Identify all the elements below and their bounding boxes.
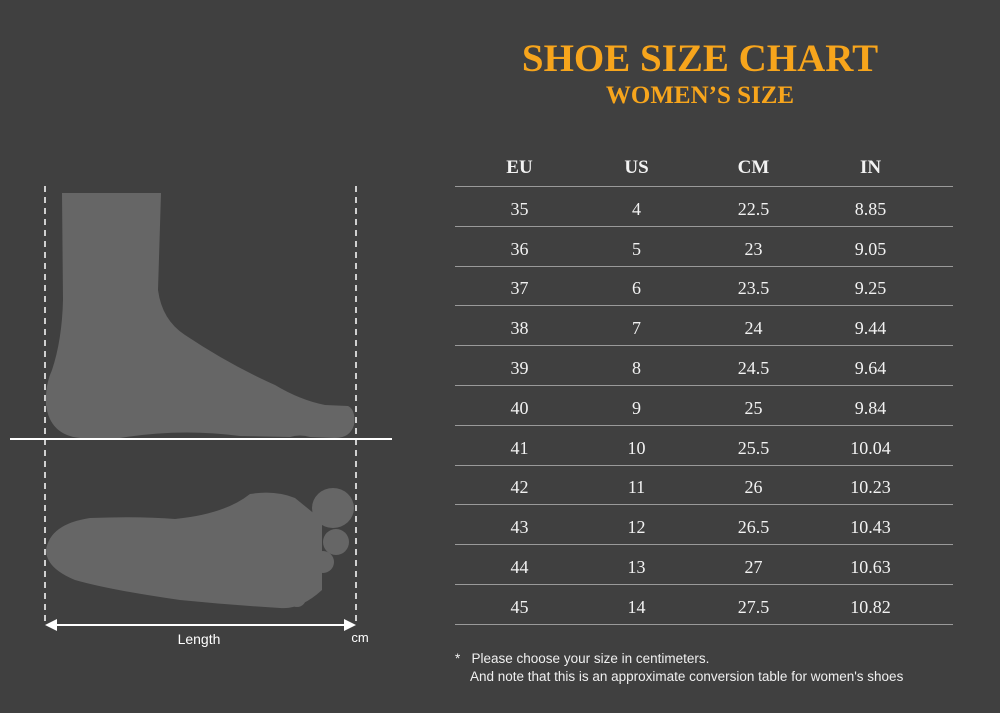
- table-row: 36 5 23 9.05: [455, 227, 953, 267]
- table-cell-eu: 38: [510, 318, 529, 339]
- table-cell-cm: 25.5: [737, 437, 770, 458]
- table-row: 40 9 25 9.84: [455, 386, 953, 426]
- table-cell-cm: 26: [744, 477, 763, 498]
- table-cell-us: 5: [632, 238, 641, 259]
- table-cell-in: 10.63: [850, 557, 891, 578]
- size-table: EU US CM IN 35 4 22.5 8.85 36 5 23 9.05 37 6 23.5 9.25 3…: [455, 148, 953, 625]
- table-cell-eu: 43: [510, 517, 529, 538]
- table-cell-us: 9: [632, 397, 641, 418]
- table-row: 38 7 24 9.44: [455, 306, 953, 347]
- table-cell-in: 9.05: [854, 238, 887, 259]
- footnote-line-1: * Please choose your size in centimeters…: [455, 651, 710, 666]
- table-cell-us: 14: [627, 596, 646, 617]
- table-cell-cm: 23.5: [737, 278, 770, 299]
- table-cell-eu: 37: [510, 278, 529, 299]
- table-cell-us: 8: [632, 358, 641, 379]
- table-row: 39 8 24.5 9.64: [455, 346, 953, 386]
- table-cell-us: 13: [627, 557, 646, 578]
- column-header-cm: CM: [737, 157, 770, 178]
- page-title: SHOE SIZE CHART: [521, 37, 879, 80]
- table-cell-in: 9.84: [854, 397, 887, 418]
- table-cell-us: 4: [632, 198, 641, 219]
- table-cell-cm: 27: [744, 557, 763, 578]
- table-cell-cm: 22.5: [737, 198, 770, 219]
- table-cell-eu: 40: [510, 397, 529, 418]
- table-cell-eu: 42: [510, 477, 529, 498]
- table-row: 43 12 26.5 10.43: [455, 505, 953, 546]
- table-row: 37 6 23.5 9.25: [455, 267, 953, 307]
- table-cell-in: 8.85: [854, 198, 887, 219]
- table-cell-eu: 39: [510, 358, 529, 379]
- table-row: 35 4 22.5 8.85: [455, 187, 953, 227]
- foot-sole-view-icon: [46, 488, 354, 609]
- table-row: 45 14 27.5 10.82: [455, 585, 953, 625]
- table-cell-in: 9.64: [854, 358, 887, 379]
- table-row: 42 11 26 10.23: [455, 466, 953, 506]
- table-cell-eu: 36: [510, 238, 529, 259]
- footnote-line-2: And note that this is an approximate con…: [470, 669, 904, 684]
- table-cell-in: 10.82: [850, 596, 891, 617]
- table-cell-cm: 25: [744, 397, 763, 418]
- table-cell-us: 12: [627, 517, 646, 538]
- table-cell-eu: 35: [510, 198, 529, 219]
- table-cell-eu: 45: [510, 596, 529, 617]
- table-cell-us: 10: [627, 437, 646, 458]
- table-cell-in: 10.23: [850, 477, 891, 498]
- table-cell-eu: 41: [510, 437, 529, 458]
- table-cell-cm: 23: [744, 238, 763, 259]
- unit-label: cm: [351, 630, 368, 645]
- table-cell-us: 11: [627, 477, 646, 498]
- column-header-us: US: [624, 157, 649, 178]
- table-cell-cm: 24: [744, 318, 763, 339]
- table-row: 41 10 25.5 10.04: [455, 426, 953, 466]
- column-header-in: IN: [859, 157, 882, 178]
- table-header-row: EU US CM IN: [455, 148, 953, 187]
- table-cell-in: 9.25: [854, 278, 887, 299]
- table-cell-us: 6: [632, 278, 641, 299]
- footnote: * Please choose your size in centimeters…: [455, 650, 903, 686]
- table-row: 44 13 27 10.63: [455, 545, 953, 585]
- table-cell-cm: 27.5: [737, 596, 770, 617]
- page-subtitle: WOMEN’S SIZE: [605, 82, 795, 109]
- table-cell-us: 7: [632, 318, 641, 339]
- table-cell-in: 10.04: [850, 437, 891, 458]
- foot-side-view-icon: [45, 193, 355, 438]
- table-cell-in: 10.43: [850, 517, 891, 538]
- table-cell-cm: 26.5: [737, 517, 770, 538]
- column-header-eu: EU: [506, 157, 533, 178]
- table-cell-in: 9.44: [854, 318, 887, 339]
- table-cell-cm: 24.5: [737, 358, 770, 379]
- length-label: Length: [178, 631, 221, 647]
- arrow-left-icon: [45, 619, 57, 631]
- table-cell-eu: 44: [510, 557, 529, 578]
- arrow-right-icon: [344, 619, 356, 631]
